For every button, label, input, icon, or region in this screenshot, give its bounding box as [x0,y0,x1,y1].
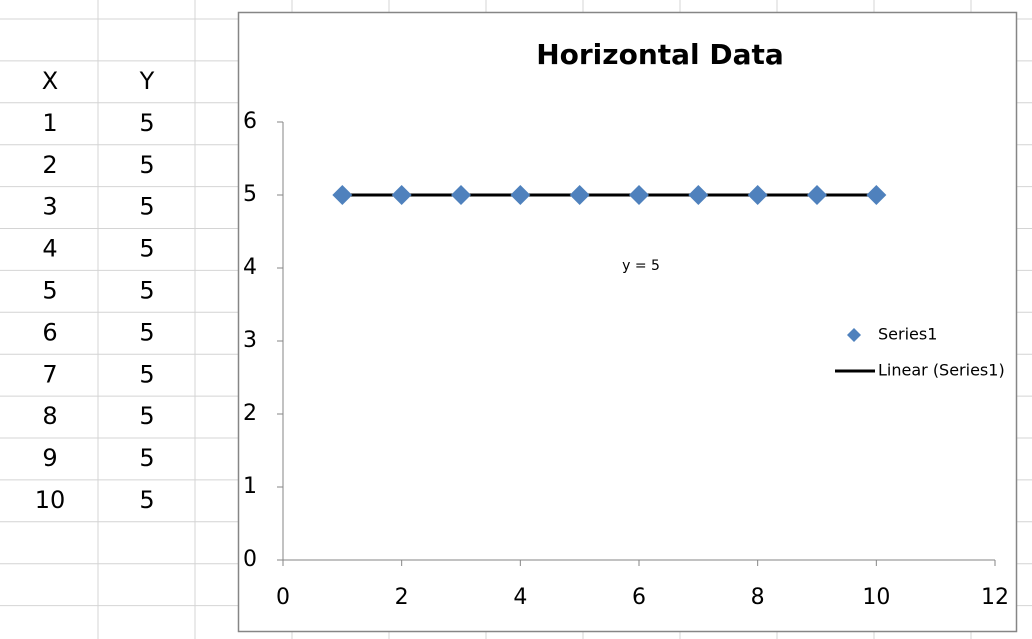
marker [391,185,412,205]
cell: 7 [42,360,57,388]
y-tick-label: 2 [243,401,257,426]
y-tick-label: 6 [243,109,257,134]
x-tick-label: 10 [862,585,890,610]
legend-marker [847,328,861,342]
x-tick-label: 2 [395,585,409,610]
cell: 8 [42,402,57,430]
cell: 5 [139,318,154,346]
cell: 1 [42,109,57,137]
cell: 9 [42,444,57,472]
marker [332,185,353,205]
y-tick-label: 3 [243,328,257,353]
x-tick-label: 8 [751,585,765,610]
cell: 4 [42,235,57,263]
cell: 6 [42,318,57,346]
header-cell: X [42,67,58,95]
cell: 5 [42,277,57,305]
marker [866,185,887,205]
y-tick-label: 4 [243,255,257,280]
legend-label: Linear (Series1) [878,361,1005,380]
marker [688,185,709,205]
marker [510,185,531,205]
marker [807,185,827,205]
cell: 5 [139,486,154,514]
x-tick-label: 4 [513,585,527,610]
sheet-cells: X Y 1 5 2 5 3 5 4 5 5 5 6 5 7 5 8 5 9 5 10 5 [35,67,155,514]
y-tick-label: 5 [243,182,257,207]
cell: 5 [139,109,154,137]
marker [629,185,649,205]
cell: 5 [139,193,154,221]
cell: 5 [139,151,154,179]
header-cell: Y [139,67,155,95]
x-tick-label: 0 [276,585,290,610]
y-tick-label: 1 [243,474,257,499]
x-tick-label: 12 [981,585,1009,610]
x-tick-label: 6 [632,585,646,610]
cell: 10 [35,486,66,514]
y-tick-label: 0 [243,547,257,572]
marker [747,185,768,205]
cell: 5 [139,444,154,472]
cell: 5 [139,360,154,388]
marker [569,185,590,205]
cell: 2 [42,151,57,179]
legend-label: Series1 [878,325,937,344]
cell: 5 [139,277,154,305]
trendline-equation: y = 5 [622,258,660,274]
marker [451,185,471,205]
chart-title: Horizontal Data [536,38,784,71]
chart-frame[interactable] [237,11,1018,633]
cell: 3 [42,193,57,221]
cell: 5 [139,402,154,430]
cell: 5 [139,235,154,263]
